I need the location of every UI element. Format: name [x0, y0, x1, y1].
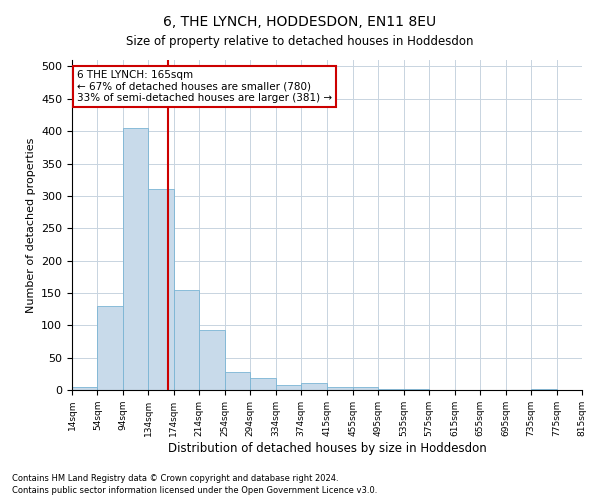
- Text: 6 THE LYNCH: 165sqm
← 67% of detached houses are smaller (780)
33% of semi-detac: 6 THE LYNCH: 165sqm ← 67% of detached ho…: [77, 70, 332, 103]
- Bar: [97, 306, 123, 390]
- Bar: [72, 387, 97, 390]
- Bar: [225, 372, 250, 390]
- Bar: [174, 290, 199, 390]
- Bar: [123, 128, 148, 390]
- Text: Size of property relative to detached houses in Hoddesdon: Size of property relative to detached ho…: [126, 35, 474, 48]
- Bar: [328, 387, 353, 390]
- Text: Contains HM Land Registry data © Crown copyright and database right 2024.
Contai: Contains HM Land Registry data © Crown c…: [12, 474, 377, 495]
- Bar: [353, 387, 378, 390]
- Bar: [199, 330, 225, 390]
- Bar: [250, 378, 276, 390]
- Bar: [301, 383, 328, 390]
- Bar: [276, 385, 301, 390]
- Text: 6, THE LYNCH, HODDESDON, EN11 8EU: 6, THE LYNCH, HODDESDON, EN11 8EU: [163, 15, 437, 29]
- Y-axis label: Number of detached properties: Number of detached properties: [26, 138, 35, 312]
- X-axis label: Distribution of detached houses by size in Hoddesdon: Distribution of detached houses by size …: [167, 442, 487, 454]
- Bar: [148, 190, 174, 390]
